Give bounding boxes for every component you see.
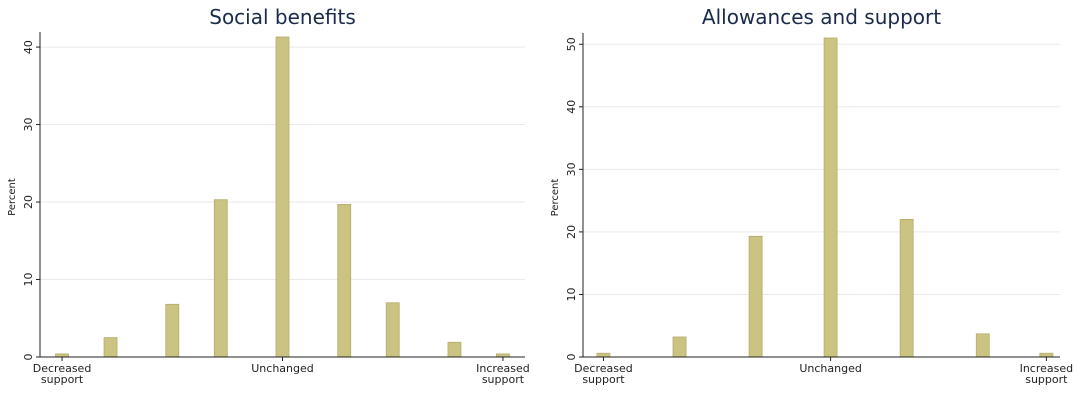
y-tick-label: 40 [565,100,578,114]
bar [165,303,180,358]
bar [103,337,118,358]
y-tick-label: 30 [565,162,578,176]
y-axis-label: Percent [550,179,561,217]
bar [337,203,352,358]
y-tick-label: 0 [565,354,578,361]
y-tick-label: 50 [565,37,578,51]
y-tick-label: 10 [565,287,578,301]
y-tick-label: 10 [22,273,35,287]
y-tick-label: 30 [22,118,35,132]
chart-title: Social benefits [209,5,356,29]
x-tick-label: Increased support [476,362,530,386]
bar [823,37,838,358]
x-tick-label: Increased support [1019,362,1074,386]
x-tick-label: Unchanged [799,362,862,375]
bar [596,352,611,358]
y-tick-label: 0 [22,354,35,361]
y-tick-label: 20 [22,195,35,209]
bar [275,36,290,358]
bar [748,235,763,358]
bar [1039,352,1054,358]
x-tick-label: Decreased support [574,362,633,386]
bar [213,199,228,358]
x-tick-label: Decreased support [32,362,92,386]
y-tick-label: 40 [22,40,35,54]
x-tick-label: Unchanged [251,362,314,375]
bar [975,333,990,358]
bar [385,302,400,358]
chart-title: Allowances and support [702,5,941,29]
bar [672,336,687,358]
y-axis-label: Percent [7,178,18,216]
y-tick-label: 20 [565,225,578,239]
bar [447,341,462,358]
bar [899,218,914,358]
